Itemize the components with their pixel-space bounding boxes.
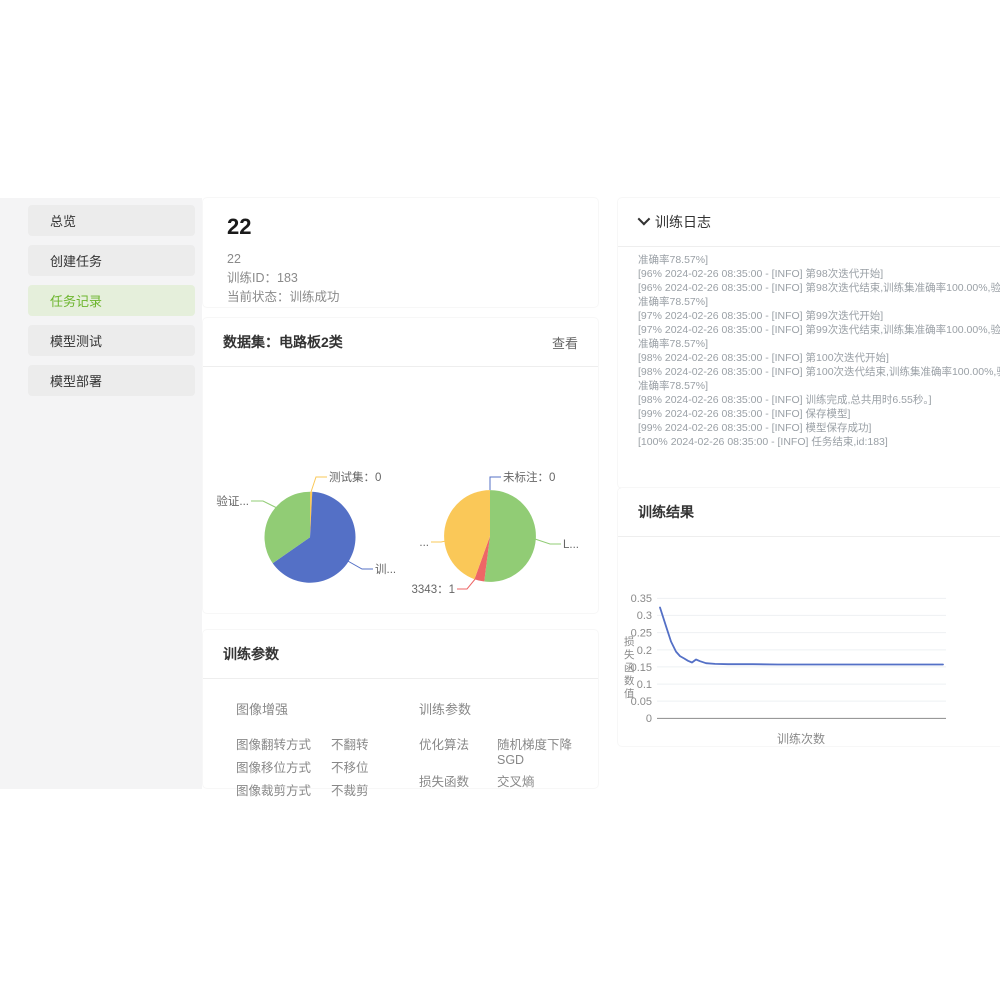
- svg-text:验证...: 验证...: [216, 494, 249, 508]
- svg-text:训...: 训...: [375, 563, 396, 576]
- svg-text:...: ...: [419, 537, 429, 549]
- svg-text:0.05: 0.05: [631, 696, 652, 708]
- svg-text:0: 0: [646, 713, 652, 725]
- svg-text:未标注：0: 未标注：0: [503, 470, 555, 484]
- svg-text:0.25: 0.25: [631, 627, 652, 639]
- svg-text:训练次数: 训练次数: [777, 731, 825, 746]
- svg-text:0.1: 0.1: [637, 679, 652, 691]
- svg-text:0.15: 0.15: [631, 662, 652, 674]
- svg-text:0.3: 0.3: [637, 610, 652, 622]
- svg-text:0.2: 0.2: [637, 645, 652, 657]
- svg-text:L...: L...: [563, 539, 579, 551]
- svg-text:0.35: 0.35: [631, 593, 652, 605]
- svg-text:3343：1: 3343：1: [412, 584, 455, 596]
- svg-text:测试集：0: 测试集：0: [329, 470, 381, 484]
